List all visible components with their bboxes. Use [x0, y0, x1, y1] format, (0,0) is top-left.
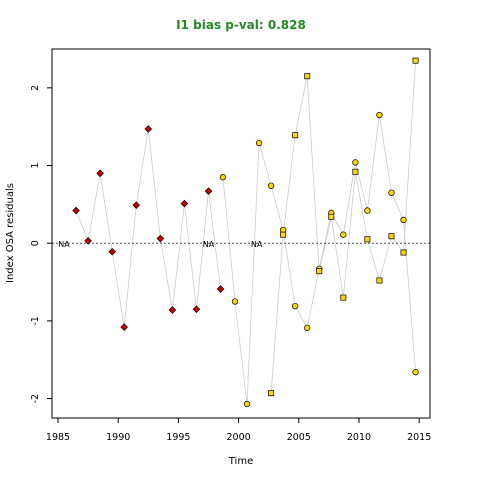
y-tick-label: -2 [30, 394, 41, 403]
data-point-circle [243, 400, 251, 408]
x-tick-label: 1985 [46, 432, 70, 443]
chart-title: I1 bias p-val: 0.828 [176, 18, 306, 32]
data-point-circle [352, 159, 359, 166]
y-axis-label: Index OSA residuals [5, 183, 16, 283]
x-tick-label: 2000 [226, 432, 250, 443]
na-label: NA [58, 240, 70, 249]
data-point-square [328, 213, 335, 220]
y-tick-label: 2 [30, 85, 41, 91]
x-axis-label: Time [228, 456, 253, 467]
data-point-circle [376, 111, 383, 119]
plot-frame [51, 48, 431, 419]
data-point-square [388, 233, 395, 240]
data-point-diamond [96, 169, 104, 178]
data-point-square [280, 231, 287, 238]
data-point-square [412, 57, 419, 64]
data-point-square [304, 73, 311, 80]
data-point-circle [231, 298, 239, 305]
data-point-diamond [156, 234, 165, 243]
data-point-diamond [132, 201, 141, 209]
data-point-square [376, 277, 383, 284]
data-point-diamond [216, 285, 225, 293]
series-line-1 [75, 128, 221, 328]
y-tick-label: 1 [30, 163, 41, 169]
na-labels: NA NA NA [58, 240, 263, 249]
data-point-diamond [108, 247, 116, 256]
x-tick-label: 1995 [166, 432, 190, 443]
data-point-square [364, 236, 371, 243]
data-point-diamond [180, 199, 189, 208]
data-point-square [400, 249, 407, 256]
data-point-diamond [72, 206, 80, 215]
data-point-circle [400, 216, 407, 224]
data-point-circle [364, 207, 371, 214]
connector-lines [75, 60, 416, 405]
data-point-circle [255, 139, 263, 147]
data-point-diamond [120, 323, 129, 331]
data-point-circle [388, 189, 395, 196]
data-point-square [268, 390, 275, 397]
data-point-diamond [204, 187, 213, 195]
data-point-square [340, 294, 347, 301]
data-points [72, 57, 419, 408]
data-point-circle [304, 324, 311, 332]
x-tick-label: 2005 [287, 432, 311, 443]
data-point-circle [267, 182, 275, 189]
na-label: NA [203, 240, 215, 249]
x-tick-label: 2015 [407, 432, 431, 443]
x-axis: 1985 1990 1995 2000 2005 2010 2015 [46, 418, 431, 443]
series-line-2 [222, 114, 416, 405]
data-point-circle [219, 174, 227, 181]
na-label: NA [251, 240, 263, 249]
data-point-square [292, 132, 299, 139]
data-point-circle [412, 369, 419, 376]
data-point-square [352, 168, 359, 175]
y-axis: -2 -1 0 1 2 [30, 85, 52, 403]
data-point-circle [340, 231, 347, 238]
data-point-diamond [192, 305, 201, 314]
y-tick-label: -1 [30, 316, 41, 325]
data-point-diamond [144, 125, 153, 133]
x-tick-label: 1990 [106, 432, 130, 443]
x-tick-label: 2010 [347, 432, 371, 443]
data-point-circle [292, 302, 299, 310]
series-line-3 [270, 60, 416, 394]
data-point-diamond [168, 306, 177, 314]
y-tick-label: 0 [30, 240, 41, 246]
data-point-square [316, 268, 323, 275]
data-point-diamond [84, 237, 92, 245]
